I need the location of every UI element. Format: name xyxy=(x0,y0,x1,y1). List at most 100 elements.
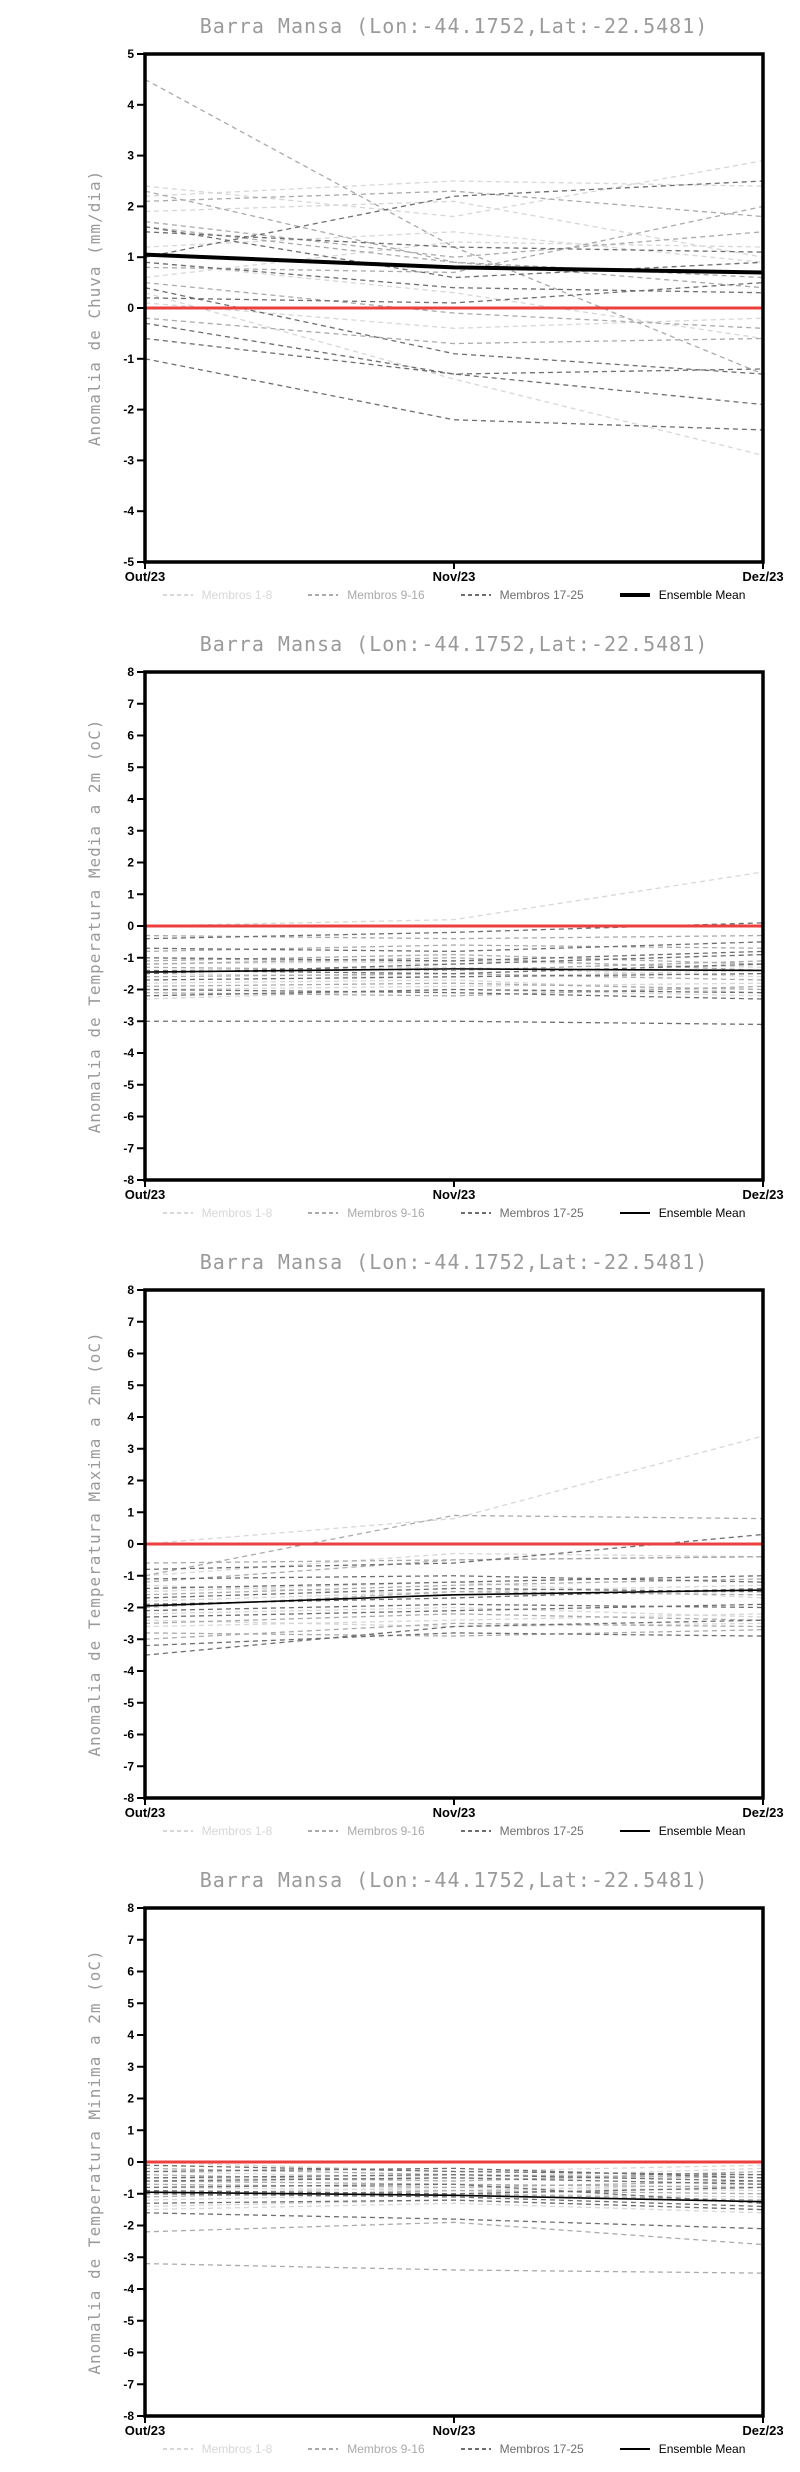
member-line xyxy=(144,2177,764,2185)
member-line xyxy=(144,261,764,340)
legend-dashed-line-sample xyxy=(308,1830,339,1832)
member-line xyxy=(144,302,764,329)
member-line xyxy=(144,292,764,456)
x-tick-label: Out/23 xyxy=(125,1805,165,1820)
legend-item: Membros 9-16 xyxy=(308,1206,425,1220)
temp-media-plot-canvas: -8 -7 -6 -5 -4 -3 -2 -1 0 1 2 3 4 5 6 7 8 Out/23 Nov/23 Dez… xyxy=(85,665,784,1202)
member-line xyxy=(144,988,764,1000)
legend-label: Ensemble Mean xyxy=(658,1824,746,1838)
ensemble-mean-line xyxy=(144,252,764,275)
y-tick-label: -1 xyxy=(123,352,134,366)
y-tick-label: 1 xyxy=(127,1505,134,1519)
y-tick-label: -4 xyxy=(123,504,134,518)
x-tick-label: Nov/23 xyxy=(433,2423,476,2438)
y-tick-label: 1 xyxy=(127,887,134,901)
x-tick-label: Dez/23 xyxy=(742,569,783,584)
y-tick-label: -7 xyxy=(123,2377,134,2391)
legend-label: Membros 1-8 xyxy=(201,1206,273,1220)
legend-solid-line-sample xyxy=(619,2448,650,2450)
member-line xyxy=(144,2262,764,2274)
y-tick-label: 8 xyxy=(127,1283,134,1297)
legend-dashed-line-sample xyxy=(460,594,491,596)
legend-label: Membros 1-8 xyxy=(201,1824,273,1838)
member-line xyxy=(144,190,764,218)
legend-item: Membros 17-25 xyxy=(460,2442,584,2456)
x-tick-label: Dez/23 xyxy=(742,1805,783,1820)
chart-panel-temp-media: Barra Mansa (Lon:-44.1752,Lat:-22.5481) … xyxy=(0,618,800,1236)
member-line xyxy=(144,317,764,345)
y-tick-label: 7 xyxy=(127,1933,134,1947)
y-tick-label: -1 xyxy=(123,951,134,965)
x-tick-label: Nov/23 xyxy=(433,1805,476,1820)
legend-label: Membros 9-16 xyxy=(347,588,425,602)
y-tick-label: 0 xyxy=(127,919,134,933)
member-line xyxy=(144,200,764,258)
y-tick-label: 8 xyxy=(127,665,134,679)
y-tick-label: -4 xyxy=(123,1664,134,1678)
member-line xyxy=(144,1632,764,1647)
y-tick-label: 4 xyxy=(127,2028,134,2042)
y-tick-label: 5 xyxy=(127,1378,134,1392)
legend-item: Ensemble Mean xyxy=(619,1206,745,1220)
legend-dashed-line-sample xyxy=(162,594,193,596)
ensemble-mean-line xyxy=(144,2191,764,2203)
legend-solid-line-sample xyxy=(619,593,650,597)
legend-item: Ensemble Mean xyxy=(619,2442,745,2456)
member-line xyxy=(144,78,764,375)
y-axis-label: Anomalia de Temperatura Minima a 2m (oC) xyxy=(85,1949,104,2374)
legend-label: Membros 17-25 xyxy=(499,2442,584,2456)
member-line xyxy=(144,2183,764,2204)
member-line xyxy=(144,871,764,927)
y-tick-label: -2 xyxy=(123,983,134,997)
y-tick-label: 0 xyxy=(127,1537,134,1551)
member-line xyxy=(144,1578,764,1596)
member-line xyxy=(144,1587,764,1599)
member-line xyxy=(144,2212,764,2230)
y-tick-label: -4 xyxy=(123,2282,134,2296)
member-line xyxy=(144,1606,764,1618)
legend-item: Membros 9-16 xyxy=(308,2442,425,2456)
member-line xyxy=(144,2221,764,2246)
y-tick-label: -1 xyxy=(123,2187,134,2201)
y-tick-label: -2 xyxy=(123,2219,134,2233)
legend-dashed-line-sample xyxy=(460,1830,491,1832)
legend-item: Membros 17-25 xyxy=(460,1824,584,1838)
x-tick-label: Dez/23 xyxy=(742,1187,783,1202)
y-tick-label: 5 xyxy=(127,1996,134,2010)
y-tick-label: 3 xyxy=(127,149,134,163)
member-line xyxy=(144,337,764,375)
y-tick-label: -2 xyxy=(123,403,134,417)
y-tick-label: -4 xyxy=(123,1046,134,1060)
chart-legend: Membros 1-8 Membros 9-16 Membros 17-25 Ense… xyxy=(145,1202,763,1224)
y-tick-label: 5 xyxy=(127,47,134,61)
y-tick-label: 4 xyxy=(127,792,134,806)
chart-title: Barra Mansa (Lon:-44.1752,Lat:-22.5481) xyxy=(199,1250,709,1274)
legend-solid-line-sample xyxy=(619,1212,650,1214)
member-line xyxy=(144,1575,764,1583)
member-line xyxy=(144,960,764,972)
member-line xyxy=(144,982,764,991)
member-line xyxy=(144,1629,764,1637)
temp-maxima-plot-canvas: -8 -7 -6 -5 -4 -3 -2 -1 0 1 2 3 4 5 6 7 8 Out/23 Nov/23 Dez… xyxy=(85,1283,784,1820)
y-tick-label: 3 xyxy=(127,2060,134,2074)
y-tick-label: 4 xyxy=(127,98,134,112)
member-line xyxy=(144,180,764,258)
chuva-plot-canvas: -5 -4 -3 -2 -1 0 1 2 3 4 5 Out/23 Nov/23 Dez/23 Anomal… xyxy=(85,47,784,584)
y-axis-label: Anomalia de Chuva (mm/dia) xyxy=(85,170,104,446)
y-tick-label: 2 xyxy=(127,1474,134,1488)
member-line xyxy=(144,1619,764,1656)
y-tick-label: -5 xyxy=(123,1078,134,1092)
member-line xyxy=(144,205,764,274)
y-tick-label: 6 xyxy=(127,1965,134,1979)
y-tick-label: 4 xyxy=(127,1410,134,1424)
chart-legend: Membros 1-8 Membros 9-16 Membros 17-25 Ense… xyxy=(145,584,763,606)
member-line xyxy=(144,957,764,972)
y-tick-label: 7 xyxy=(127,697,134,711)
member-line xyxy=(144,2167,764,2179)
member-line xyxy=(144,2193,764,2208)
legend-dashed-line-sample xyxy=(460,2448,491,2450)
y-tick-label: 3 xyxy=(127,824,134,838)
y-tick-label: 6 xyxy=(127,729,134,743)
legend-item: Membros 9-16 xyxy=(308,588,425,602)
legend-label: Ensemble Mean xyxy=(658,588,746,602)
